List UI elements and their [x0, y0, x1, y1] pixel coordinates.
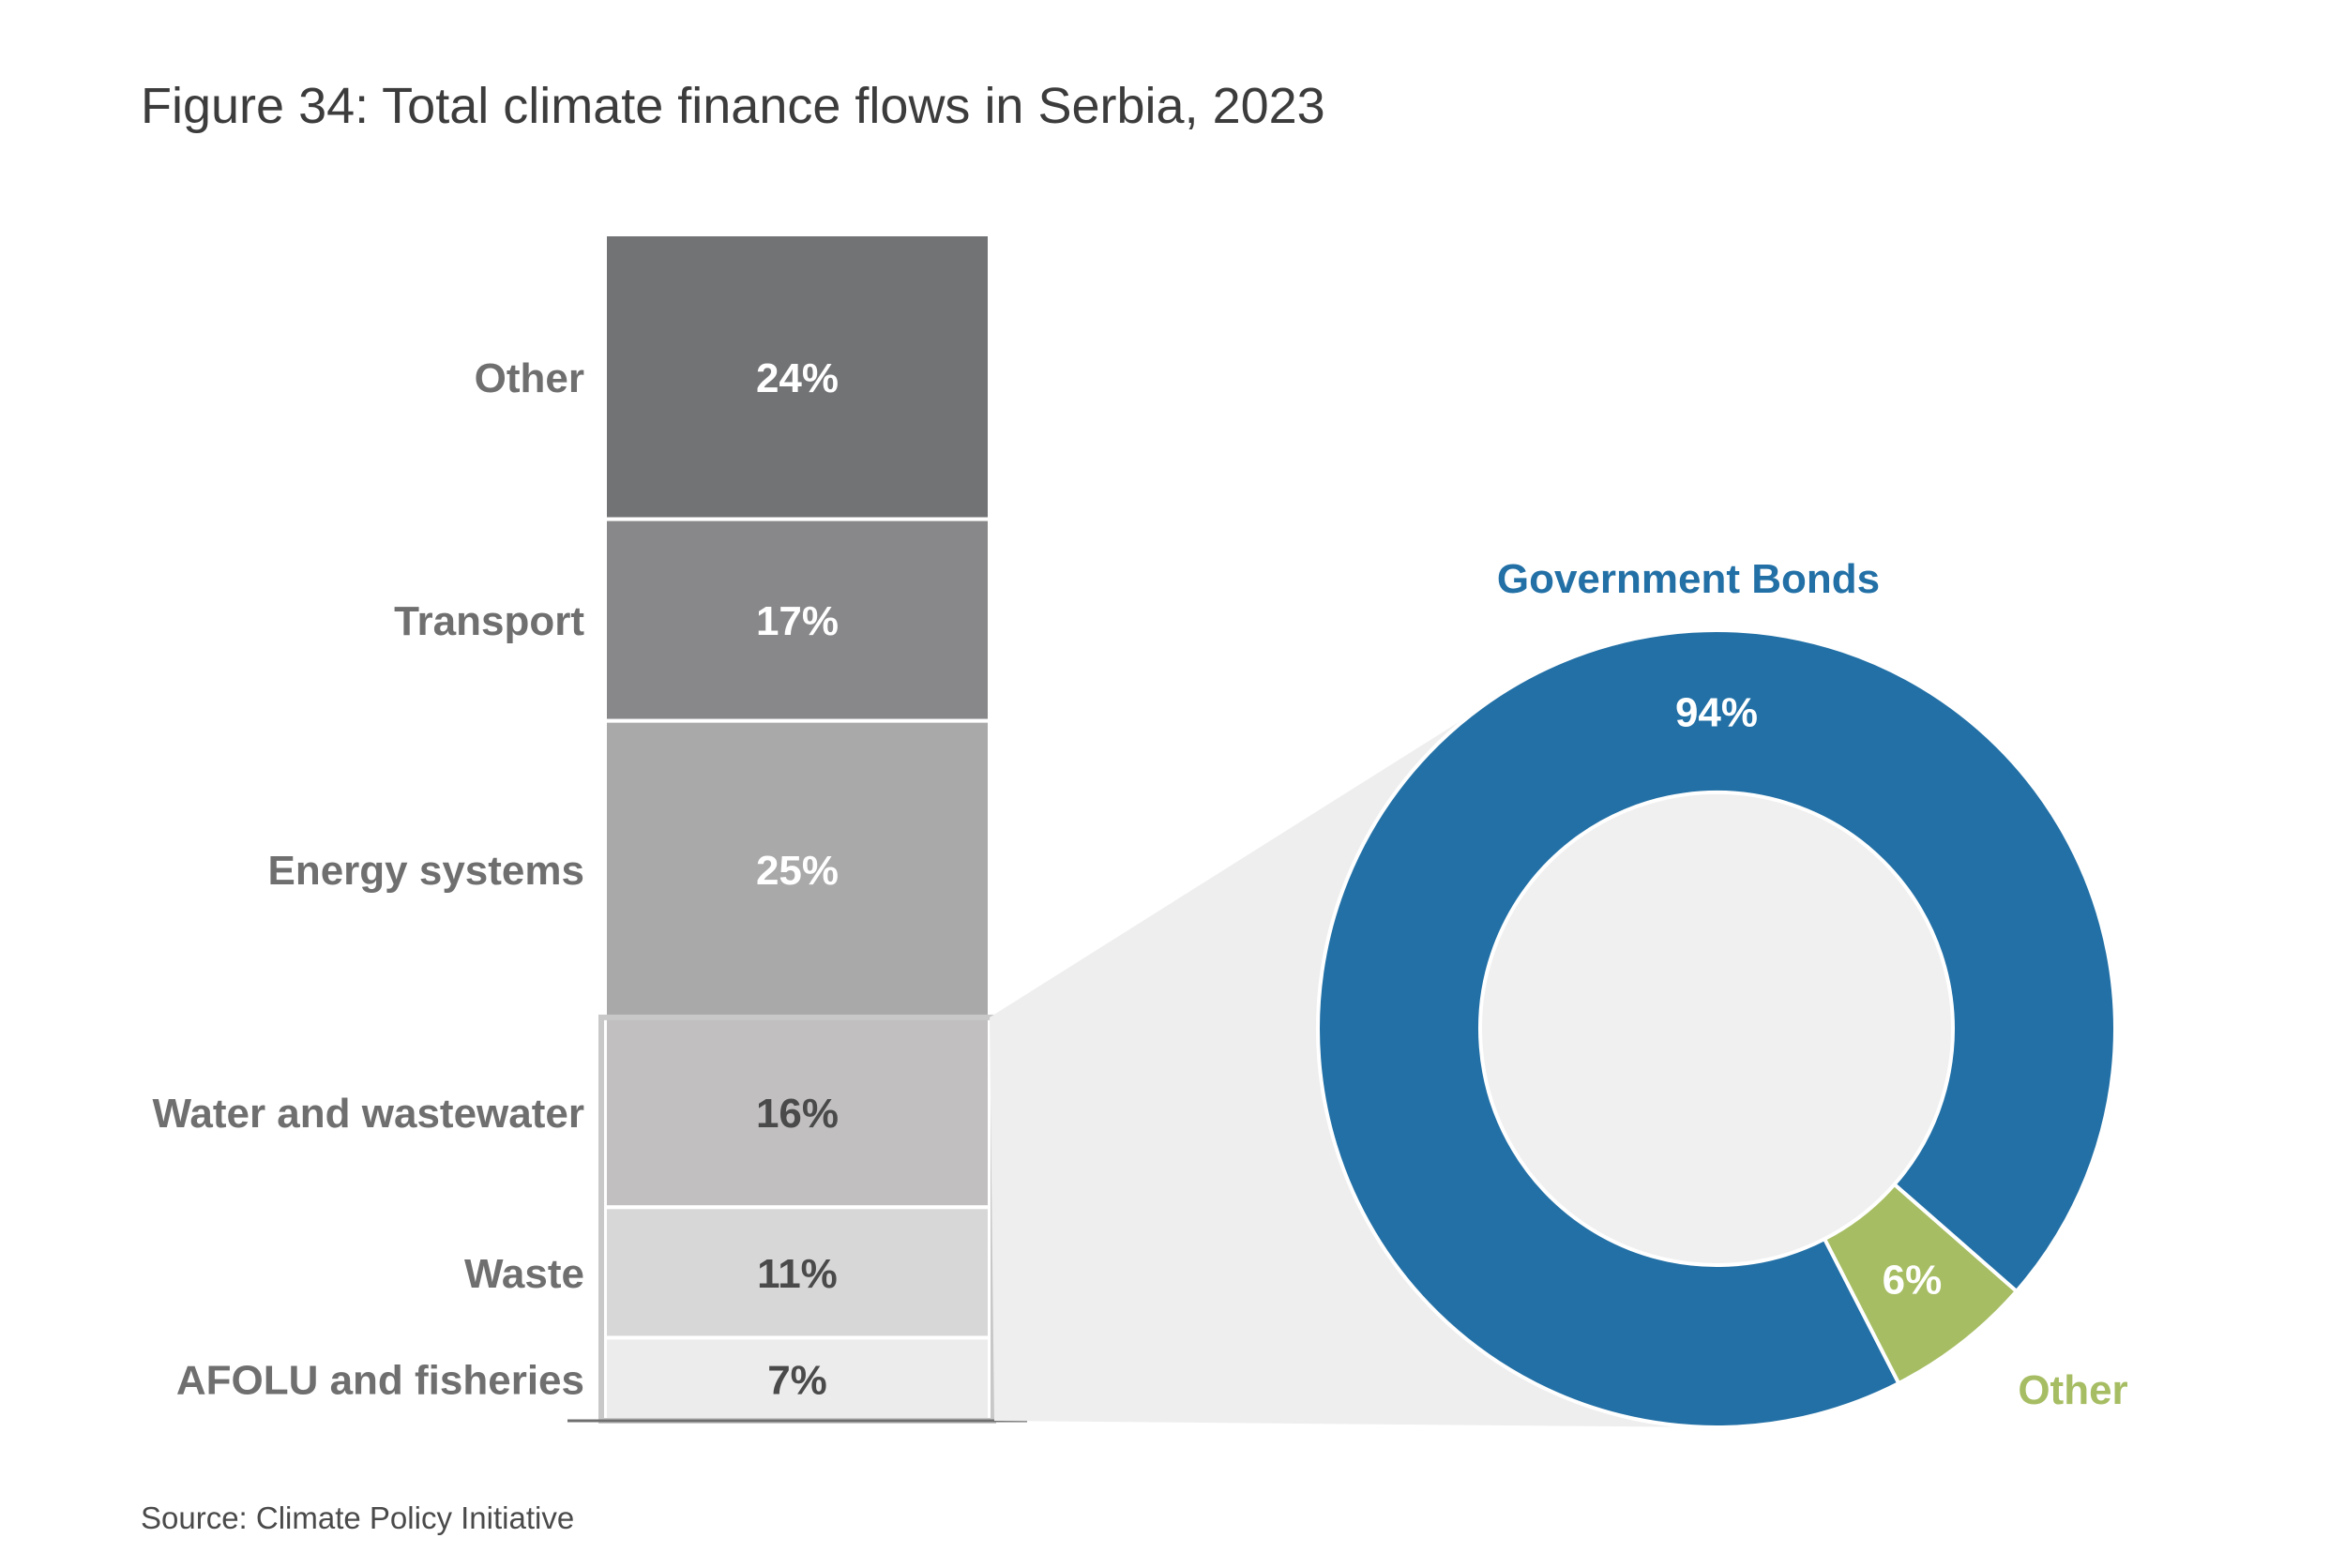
source-note: Source: Climate Policy Initiative: [141, 1500, 575, 1535]
bar-value-label: 24%: [756, 355, 839, 401]
bar-category-label: Waste: [464, 1251, 584, 1297]
bar-segment-energy-systems: [603, 718, 991, 1019]
bar-category-label: Other: [475, 355, 584, 401]
stacked-bar: 24% Other 17% Transport 25% Energy systems 16%…: [152, 233, 1027, 1425]
donut-value-label: 94%: [1675, 690, 1758, 736]
donut-slice-government-bonds: [1316, 627, 2117, 1429]
donut-category-label: Other: [2018, 1367, 2127, 1413]
bar-category-label: Energy systems: [267, 848, 584, 894]
bar-value-label: 17%: [756, 598, 839, 644]
bar-category-label: Water and wastewater: [152, 1091, 584, 1137]
bar-segment-other: [603, 233, 991, 521]
bar-category-label: AFOLU and fisheries: [176, 1358, 584, 1404]
donut-value-label: 6%: [1883, 1258, 1943, 1304]
donut-category-label: Government Bonds: [1497, 556, 1880, 602]
bar-value-label: 25%: [756, 848, 839, 894]
bar-value-label: 11%: [757, 1251, 838, 1297]
bar-value-label: 7%: [767, 1358, 827, 1404]
donut-slice-other: [1822, 1182, 2020, 1386]
donut-chart: 94% 6% Government Bonds Other: [990, 556, 2128, 1429]
bar-value-label: 16%: [756, 1091, 839, 1137]
bar-category-label: Transport: [394, 598, 584, 644]
donut-hole: [1480, 792, 1953, 1265]
bar-segment-transport: [603, 517, 991, 723]
figure-title: Figure 34: Total climate finance flows i…: [141, 78, 1325, 134]
